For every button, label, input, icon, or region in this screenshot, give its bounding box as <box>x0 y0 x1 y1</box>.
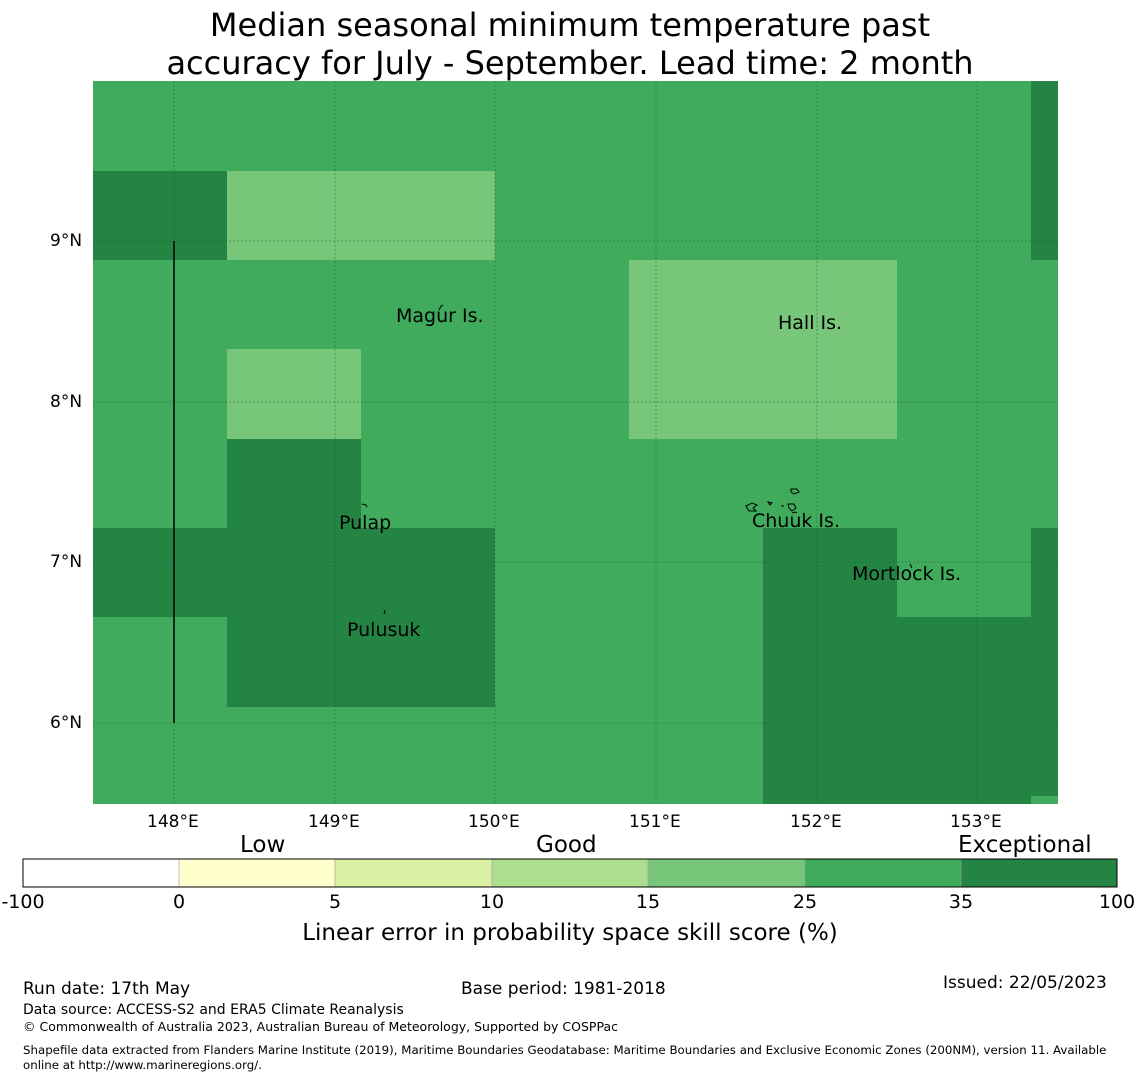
island-chuuk-lagoon <box>790 488 800 495</box>
colorbar-tick: 15 <box>635 891 661 913</box>
colorbar-segment-6 <box>961 859 1117 887</box>
place-label-mortlock: Mortlock Is. <box>852 563 962 585</box>
copyright: © Commonwealth of Australia 2023, Austra… <box>23 1019 618 1034</box>
lon-label-148e: 148°E <box>147 812 199 832</box>
category-label-low: Low <box>240 832 286 858</box>
colorbar-dividers <box>178 859 962 887</box>
grid-cell-dark <box>1031 81 1058 260</box>
colorbar-tick: 35 <box>948 891 974 913</box>
lat-label-9n: 9°N <box>50 231 83 251</box>
colorbar-segment-4 <box>648 859 805 887</box>
grid-cell-dark <box>93 171 227 260</box>
colorbar <box>22 858 1118 888</box>
colorbar-segment-5 <box>805 859 961 887</box>
grid-cell-dark <box>897 617 1058 707</box>
colorbar-tick: 0 <box>172 891 186 913</box>
colorbar-tick: -100 <box>1 891 45 913</box>
grid-cell-dark <box>1031 528 1058 617</box>
colorbar-segment-3 <box>492 859 648 887</box>
grid-cell-dark <box>227 439 361 528</box>
island-outlines <box>361 304 913 615</box>
lon-label-149e: 149°E <box>308 812 360 832</box>
lat-label-7n: 7°N <box>50 552 83 572</box>
island-chuuk-east <box>787 503 797 512</box>
grid-cell-light <box>629 260 897 439</box>
colorbar-tick: 25 <box>792 891 818 913</box>
lat-label-8n: 8°N <box>50 392 83 412</box>
grid-cell-dark <box>763 528 897 707</box>
colorbar-title: Linear error in probability space skill … <box>302 920 838 946</box>
data-source: Data source: ACCESS-S2 and ERA5 Climate … <box>23 1002 404 1018</box>
category-label-good: Good <box>536 832 597 858</box>
grid-cell-dark <box>93 528 495 617</box>
grid-cell-dark <box>763 707 1058 804</box>
colorbar-segment-1 <box>179 859 335 887</box>
place-label-chuuk: Chuuk Is. <box>752 510 840 532</box>
colorbar-tick: 5 <box>328 891 342 913</box>
title-line-1: Median seasonal minimum temperature past <box>209 6 931 44</box>
island-mortlock <box>909 563 913 569</box>
lat-label-6n: 6°N <box>50 713 83 733</box>
island-chuuk-central <box>766 501 773 506</box>
island-pulusuk <box>383 609 386 615</box>
place-label-magur: Magur Is. <box>396 305 484 327</box>
lon-label-152e: 152°E <box>790 812 842 832</box>
title-line-2: accuracy for July - September. Lead time… <box>166 44 974 82</box>
lon-label-153e: 153°E <box>950 812 1002 832</box>
issued-date: Issued: 22/05/2023 <box>943 973 1107 993</box>
island-magur <box>438 304 444 311</box>
lon-label-150e: 150°E <box>468 812 520 832</box>
colorbar-segment-0 <box>23 859 179 887</box>
colorbar-segment-2 <box>335 859 492 887</box>
island-pulap <box>361 503 368 508</box>
base-period: Base period: 1981-2018 <box>461 979 666 999</box>
grid-cell-dark <box>227 617 495 707</box>
place-label-pulap: Pulap <box>339 512 392 534</box>
grid-cell-medium <box>1031 796 1058 804</box>
colorbar-frame <box>22 858 1118 888</box>
island-chuuk-west <box>745 502 759 512</box>
shapefile-credit-line-1: Shapefile data extracted from Flanders M… <box>23 1043 1107 1057</box>
map-title: Median seasonal minimum temperature past… <box>0 6 1140 82</box>
colorbar-tick: 100 <box>1098 891 1136 913</box>
category-label-exceptional: Exceptional <box>958 832 1092 858</box>
grid-cell-light <box>227 349 361 439</box>
lon-label-151e: 151°E <box>629 812 681 832</box>
shapefile-credit-line-2: online at http://www.marineregions.org/. <box>23 1058 262 1072</box>
colorbar-tick: 10 <box>479 891 505 913</box>
island-chuuk-south <box>781 505 798 514</box>
place-label-hall: Hall Is. <box>778 312 843 334</box>
run-date: Run date: 17th May <box>23 979 191 999</box>
place-label-pulusuk: Pulusuk <box>347 619 421 641</box>
grid-cell-light <box>227 171 495 260</box>
